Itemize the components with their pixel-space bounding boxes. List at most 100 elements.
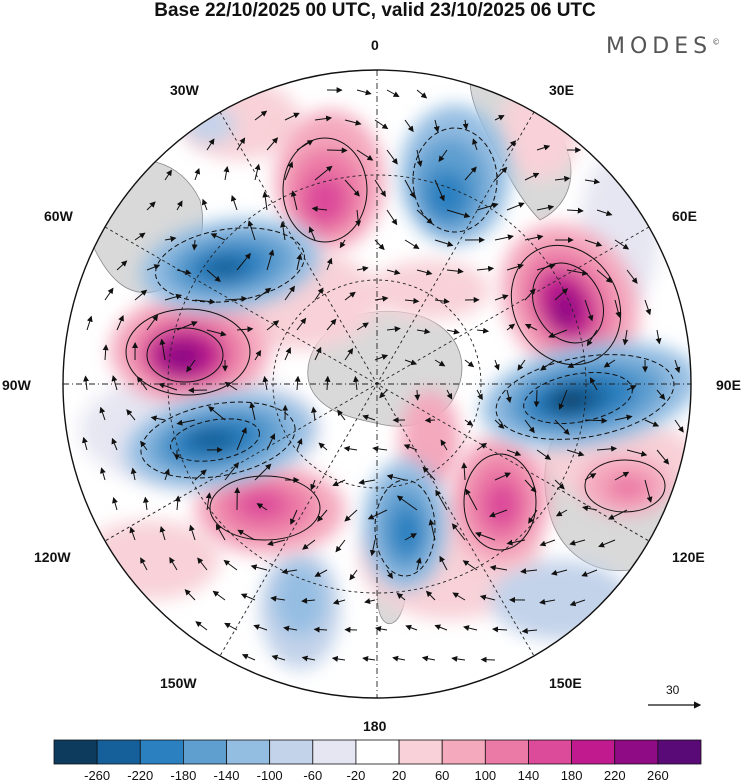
wind-vector — [254, 110, 268, 121]
wind-vector — [302, 539, 316, 550]
wind-vector — [343, 445, 358, 452]
colorbar-swatch — [614, 739, 659, 765]
wind-vector — [194, 469, 207, 481]
wind-vector — [280, 221, 286, 241]
wind-vector — [326, 257, 333, 271]
wind-vector — [254, 163, 261, 181]
wind-vector — [254, 349, 262, 361]
wind-vector — [314, 346, 322, 361]
colorbar-tick-label: 220 — [603, 768, 626, 783]
lon-label-90w: 90W — [2, 377, 31, 393]
wind-vector — [438, 149, 448, 163]
wind-vector — [433, 119, 440, 133]
wind-vector — [404, 239, 420, 250]
wind-vector — [548, 329, 568, 338]
wind-vector — [250, 564, 268, 571]
wind-vector — [379, 389, 388, 399]
wind-vector — [284, 161, 294, 181]
wind-vector — [416, 89, 428, 99]
wind-vector — [296, 438, 303, 451]
colorbar-swatch — [355, 739, 400, 765]
wind-vector — [164, 468, 170, 481]
wind-vector — [446, 389, 453, 400]
wind-vector — [353, 375, 359, 391]
wind-vector — [528, 509, 538, 524]
wind-vector — [386, 209, 398, 226]
wind-vector — [494, 115, 505, 121]
wind-vector — [254, 463, 272, 481]
wind-vector — [674, 359, 681, 374]
wind-vector — [104, 287, 114, 301]
wind-vector — [356, 322, 369, 331]
wind-vector — [311, 406, 317, 421]
colorbar-swatch — [312, 739, 357, 765]
wind-vector — [414, 389, 421, 401]
wind-vector — [372, 445, 388, 452]
wind-vector — [494, 472, 512, 481]
wind-vector — [425, 590, 436, 601]
wind-vector — [608, 509, 628, 520]
wind-vector — [554, 419, 570, 436]
wind-vector — [146, 314, 159, 331]
wind-vector — [374, 239, 385, 251]
colorbar — [53, 739, 702, 765]
wind-vector — [270, 595, 286, 602]
map-border — [62, 69, 692, 699]
wind-vector — [212, 590, 226, 601]
wind-vector — [614, 239, 630, 250]
wind-vector — [164, 236, 177, 242]
wind-vector — [404, 533, 417, 541]
wind-vector — [284, 112, 300, 121]
wind-vector — [494, 419, 505, 429]
wind-vector — [367, 509, 388, 520]
wind-vector — [241, 653, 256, 661]
graticule — [63, 70, 691, 698]
colorbar-swatch — [139, 739, 184, 765]
wind-vector — [569, 539, 586, 546]
wind-vector — [434, 624, 448, 631]
wind-vector — [558, 389, 568, 410]
wind-vector — [506, 140, 517, 151]
wind-vector — [314, 569, 328, 577]
lon-label-180: 180 — [363, 718, 387, 734]
wind-vector — [598, 539, 616, 548]
wind-vector — [83, 375, 90, 391]
wind-vector — [421, 655, 436, 662]
wind-vector — [374, 179, 386, 198]
wind-vector — [435, 489, 448, 511]
wind-vector — [174, 495, 181, 511]
wind-vector — [476, 327, 490, 334]
wind-vector — [337, 409, 346, 421]
wind-vector — [223, 166, 230, 181]
wind-vector — [158, 382, 178, 391]
wind-vector — [386, 473, 406, 481]
wind-vector — [451, 655, 466, 662]
wind-vector — [102, 344, 109, 361]
wind-vector — [176, 419, 196, 426]
wind-vector — [446, 328, 460, 335]
wind-vector — [344, 509, 358, 522]
wind-vector — [392, 655, 406, 662]
colorbar-swatch — [96, 739, 141, 765]
lon-label-60w: 60W — [44, 208, 73, 224]
wind-vector — [492, 626, 508, 633]
wind-vector — [301, 655, 316, 662]
wind-vector — [281, 568, 298, 575]
wind-vector — [428, 519, 436, 541]
wind-vector — [335, 539, 346, 553]
wind-vector — [356, 265, 369, 272]
wind-vector — [626, 269, 638, 284]
wind-vector — [386, 326, 401, 333]
wind-vector — [506, 539, 526, 546]
wind-vector — [584, 239, 603, 247]
wind-vector — [424, 417, 436, 424]
wind-vector — [451, 523, 466, 541]
wind-vector — [434, 298, 450, 305]
lon-label-0: 0 — [371, 37, 379, 53]
wind-vector — [126, 409, 136, 421]
wind-vector — [434, 359, 446, 367]
colorbar-tick-label: -140 — [213, 768, 240, 783]
wind-vector — [566, 269, 589, 276]
wind-vector — [462, 119, 469, 130]
